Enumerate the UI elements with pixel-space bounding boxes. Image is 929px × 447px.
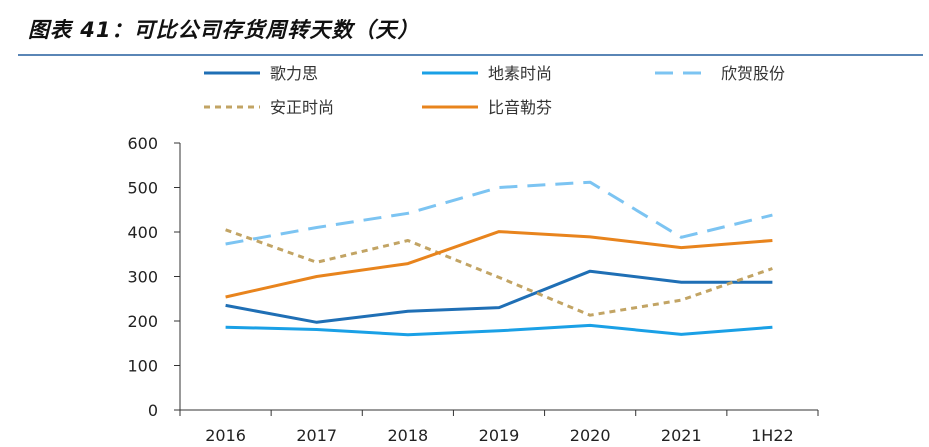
x-tick-label: 2021 <box>661 426 702 445</box>
chart-title: 图表 41：可比公司存货周转天数（天） <box>28 18 420 42</box>
axes: 0 100 200 300 400 500 600 2016 2017 2018 2019 2020 2… <box>127 134 819 445</box>
x-tick-label: 2020 <box>570 426 611 445</box>
series-line-3 <box>225 180 773 246</box>
y-tick-label: 100 <box>127 357 158 376</box>
legend-item-4: 安正时尚 <box>204 98 334 117</box>
title-row: 图表 41：可比公司存货周转天数（天） <box>0 0 929 60</box>
x-tick-label: 1H22 <box>751 426 794 445</box>
legend-item-5: 比音勒芬 <box>422 98 552 117</box>
legend-label: 地素时尚 <box>488 64 552 83</box>
y-tick-label: 500 <box>127 179 158 198</box>
legend-item-1: 歌力思 <box>204 64 318 83</box>
legend-label: 安正时尚 <box>270 98 334 117</box>
legend-label: 歌力思 <box>270 64 318 83</box>
legend-label: 比音勒芬 <box>488 98 552 117</box>
series-line-1 <box>225 269 773 324</box>
title-rule <box>18 54 923 56</box>
series-line-5 <box>225 230 773 299</box>
x-tick-label: 2016 <box>205 426 246 445</box>
legend-item-3: 欣贺股份 <box>655 64 785 83</box>
y-tick-label: 300 <box>127 268 158 287</box>
y-tick-label: 600 <box>127 134 158 153</box>
series-group <box>225 180 773 337</box>
legend-label: 欣贺股份 <box>721 64 785 83</box>
x-tick-label: 2017 <box>296 426 337 445</box>
y-tick-label: 0 <box>148 401 158 420</box>
series-line-2 <box>225 323 773 337</box>
legend-item-2: 地素时尚 <box>422 64 552 83</box>
x-tick-label: 2019 <box>479 426 520 445</box>
y-tick-label: 200 <box>127 312 158 331</box>
x-tick-label: 2018 <box>387 426 428 445</box>
series-line-4 <box>225 228 773 317</box>
y-tick-label: 400 <box>127 223 158 242</box>
